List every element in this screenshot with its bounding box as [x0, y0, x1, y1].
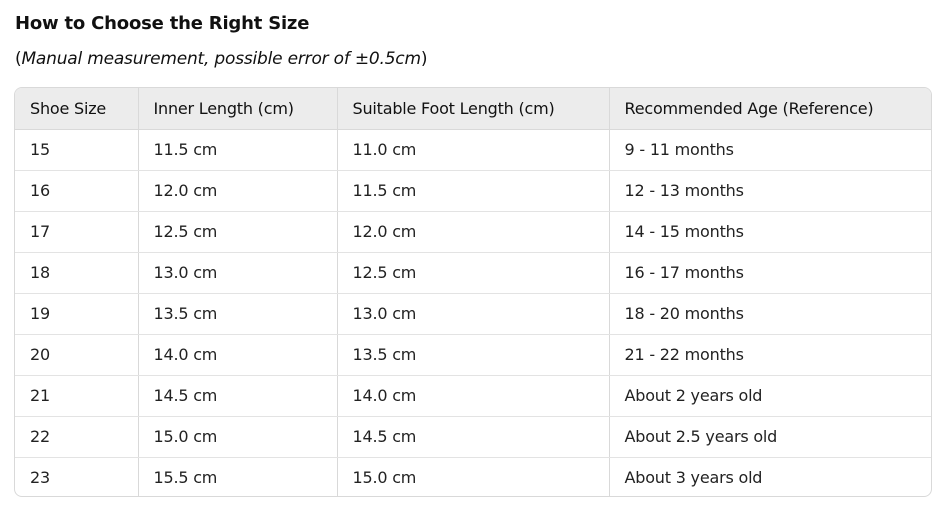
table-row: 16 12.0 cm 11.5 cm 12 - 13 months: [15, 170, 931, 212]
cell-inner-length: 11.5 cm: [138, 129, 338, 171]
page-title: How to Choose the Right Size: [15, 13, 310, 34]
header-shoe-size: Shoe Size: [15, 88, 139, 130]
cell-inner-length: 12.0 cm: [138, 170, 338, 212]
cell-shoe-size: 18: [15, 252, 139, 294]
cell-recommended-age: About 2.5 years old: [609, 416, 931, 458]
header-inner-length: Inner Length (cm): [138, 88, 338, 130]
table-row: 21 14.5 cm 14.0 cm About 2 years old: [15, 375, 931, 417]
table-row: 15 11.5 cm 11.0 cm 9 - 11 months: [15, 129, 931, 171]
cell-foot-length: 11.5 cm: [337, 170, 610, 212]
cell-foot-length: 14.5 cm: [337, 416, 610, 458]
cell-inner-length: 15.0 cm: [138, 416, 338, 458]
table-row: 18 13.0 cm 12.5 cm 16 - 17 months: [15, 252, 931, 294]
cell-recommended-age: 14 - 15 months: [609, 211, 931, 253]
table-row: 19 13.5 cm 13.0 cm 18 - 20 months: [15, 293, 931, 335]
cell-inner-length: 14.0 cm: [138, 334, 338, 376]
cell-recommended-age: 12 - 13 months: [609, 170, 931, 212]
cell-inner-length: 12.5 cm: [138, 211, 338, 253]
cell-inner-length: 13.0 cm: [138, 252, 338, 294]
size-table: Shoe Size Inner Length (cm) Suitable Foo…: [15, 88, 931, 496]
cell-foot-length: 12.5 cm: [337, 252, 610, 294]
cell-recommended-age: 21 - 22 months: [609, 334, 931, 376]
cell-shoe-size: 19: [15, 293, 139, 335]
cell-shoe-size: 17: [15, 211, 139, 253]
header-row: Shoe Size Inner Length (cm) Suitable Foo…: [15, 88, 931, 130]
cell-foot-length: 12.0 cm: [337, 211, 610, 253]
cell-foot-length: 15.0 cm: [337, 457, 610, 496]
cell-shoe-size: 21: [15, 375, 139, 417]
cell-shoe-size: 15: [15, 129, 139, 171]
cell-recommended-age: 9 - 11 months: [609, 129, 931, 171]
cell-shoe-size: 22: [15, 416, 139, 458]
cell-inner-length: 13.5 cm: [138, 293, 338, 335]
cell-inner-length: 14.5 cm: [138, 375, 338, 417]
note-open-paren: (: [15, 49, 22, 69]
cell-recommended-age: About 3 years old: [624, 468, 763, 487]
cell-foot-length: 13.0 cm: [337, 293, 610, 335]
note-close-paren: ): [420, 49, 428, 69]
size-table-body: 15 11.5 cm 11.0 cm 9 - 11 months 16 12.0 cm 11…: [15, 129, 931, 496]
cell-foot-length: 14.0 cm: [337, 375, 610, 417]
cell-shoe-size: 23: [15, 457, 139, 496]
cell-shoe-size: 20: [15, 334, 139, 376]
cell-recommended-age: 18 - 20 months: [609, 293, 931, 335]
measurement-note: (Manual measurement, possible error of ±…: [15, 49, 427, 69]
table-row: 20 14.0 cm 13.5 cm 21 - 22 months: [15, 334, 931, 376]
table-row: 23 15.5 cm 15.0 cm About 3 years old: [15, 457, 931, 496]
cell-recommended-age: 16 - 17 months: [609, 252, 931, 294]
header-foot-length: Suitable Foot Length (cm): [337, 88, 610, 130]
cell-inner-length: 15.5 cm: [138, 457, 338, 496]
table-row: 17 12.5 cm 12.0 cm 14 - 15 months: [15, 211, 931, 253]
cell-recommended-age: About 2 years old: [609, 375, 931, 417]
size-table-container: Shoe Size Inner Length (cm) Suitable Foo…: [14, 87, 932, 497]
note-text: Manual measurement, possible error of ±0…: [21, 49, 421, 69]
header-recommended-age: Recommended Age (Reference): [609, 88, 931, 130]
size-table-header: Shoe Size Inner Length (cm) Suitable Foo…: [15, 88, 931, 130]
cell-foot-length: 11.0 cm: [337, 129, 610, 171]
cell-foot-length: 13.5 cm: [337, 334, 610, 376]
cell-shoe-size: 16: [15, 170, 139, 212]
table-row: 22 15.0 cm 14.5 cm About 2.5 years old: [15, 416, 931, 458]
